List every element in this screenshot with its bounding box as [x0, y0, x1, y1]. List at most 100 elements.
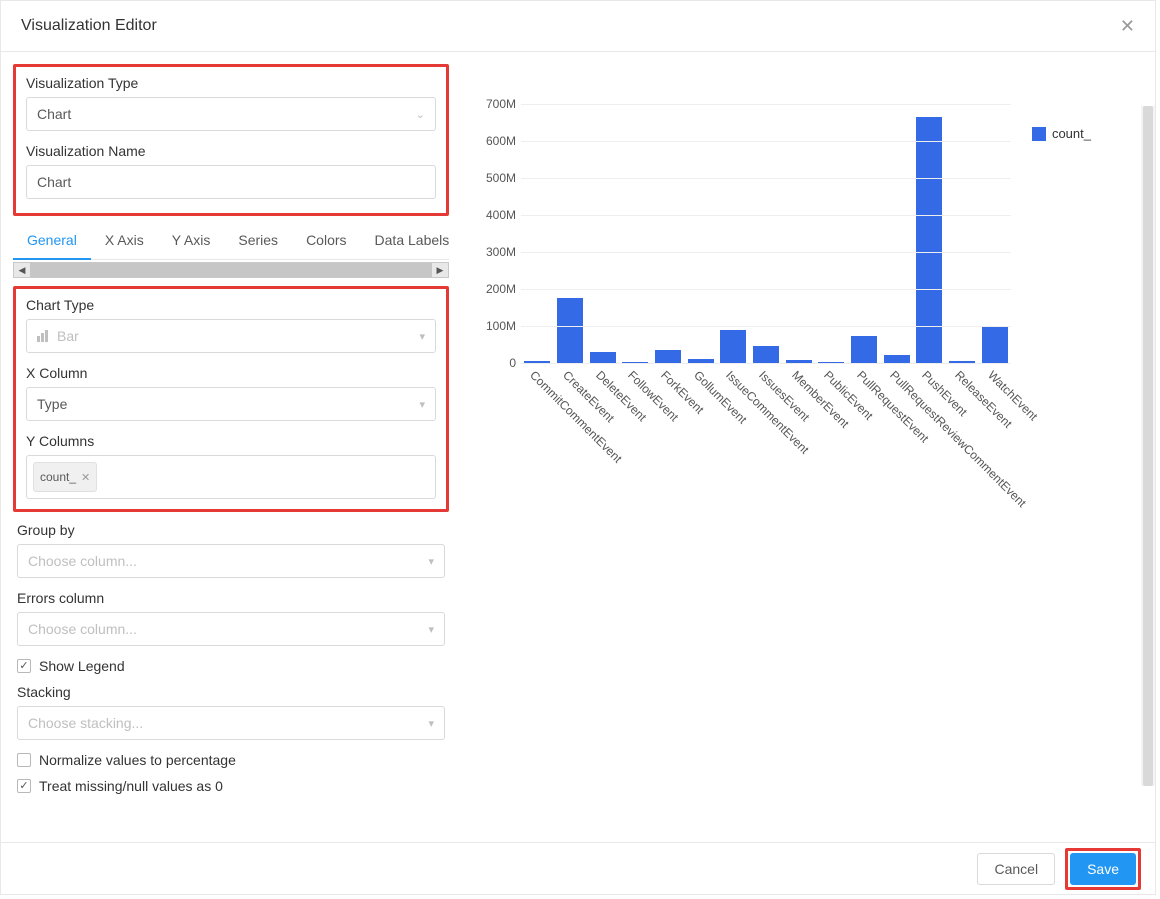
errors-column-select[interactable]: Choose column... ▾ — [17, 612, 445, 646]
legend-label: count_ — [1052, 126, 1091, 141]
stacking-placeholder: Choose stacking... — [28, 715, 143, 731]
bar-slot — [848, 104, 881, 363]
tab-data-labels[interactable]: Data Labels — [361, 222, 461, 260]
y-tick-label: 100M — [471, 319, 516, 333]
left-pane: Visualization Type Chart ⌄ Visualization… — [1, 52, 461, 838]
bar[interactable] — [884, 355, 910, 363]
close-icon[interactable]: ✕ — [1120, 17, 1135, 35]
y-tick-label: 300M — [471, 245, 516, 259]
chart-legend[interactable]: count_ — [1032, 126, 1091, 141]
y-column-tag[interactable]: count_✕ — [33, 462, 97, 492]
normalize-label: Normalize values to percentage — [39, 752, 236, 768]
chart-type-select[interactable]: Bar ▾ — [26, 319, 436, 353]
tab-x-axis[interactable]: X Axis — [91, 222, 158, 260]
bar-chart-icon — [37, 330, 51, 342]
gridline — [521, 252, 1011, 253]
normalize-checkbox[interactable] — [17, 753, 31, 767]
tabs-horizontal-scrollbar[interactable]: ◀ ▶ — [13, 262, 449, 278]
chevron-down-icon: ▾ — [428, 623, 434, 636]
stacking-select[interactable]: Choose stacking... ▾ — [17, 706, 445, 740]
show-legend-checkbox[interactable] — [17, 659, 31, 673]
tab-general[interactable]: General — [13, 222, 91, 260]
scroll-left-arrow-icon[interactable]: ◀ — [14, 263, 30, 277]
bar-slot — [913, 104, 946, 363]
viz-type-value: Chart — [37, 106, 71, 122]
bar[interactable] — [753, 346, 779, 363]
bar-slot — [652, 104, 685, 363]
y-tick-label: 600M — [471, 134, 516, 148]
tab-colors[interactable]: Colors — [292, 222, 360, 260]
tab-series[interactable]: Series — [224, 222, 292, 260]
chevron-down-icon: ▾ — [428, 555, 434, 568]
gridline — [521, 178, 1011, 179]
bar-slot — [717, 104, 750, 363]
group-by-placeholder: Choose column... — [28, 553, 137, 569]
viz-type-label: Visualization Type — [26, 75, 436, 91]
viz-name-input-wrap — [26, 165, 436, 199]
bar[interactable] — [982, 326, 1008, 363]
errors-column-placeholder: Choose column... — [28, 621, 137, 637]
scrollbar-thumb[interactable] — [1143, 106, 1153, 786]
y-tick-label: 700M — [471, 97, 516, 111]
scroll-right-arrow-icon[interactable]: ▶ — [432, 263, 448, 277]
modal-footer: Cancel Save — [1, 842, 1155, 894]
chevron-down-icon: ⌄ — [416, 108, 425, 121]
treat-null-label: Treat missing/null values as 0 — [39, 778, 223, 794]
bar[interactable] — [557, 298, 583, 363]
gridline — [521, 363, 1011, 364]
vertical-scrollbar[interactable] — [1141, 106, 1155, 786]
bar-slot — [750, 104, 783, 363]
bar[interactable] — [655, 350, 681, 363]
chart-x-labels: CommitCommentEventCreateEventDeleteEvent… — [521, 368, 1011, 378]
y-tick-label: 400M — [471, 208, 516, 222]
scroll-track[interactable] — [30, 263, 432, 277]
errors-column-label: Errors column — [17, 590, 445, 606]
chart-bars — [521, 104, 1011, 363]
show-legend-row[interactable]: Show Legend — [17, 658, 445, 674]
bar-slot — [880, 104, 913, 363]
chevron-down-icon: ▾ — [419, 398, 425, 411]
group-by-select[interactable]: Choose column... ▾ — [17, 544, 445, 578]
viz-name-label: Visualization Name — [26, 143, 436, 159]
save-button[interactable]: Save — [1070, 853, 1136, 885]
cancel-button[interactable]: Cancel — [977, 853, 1055, 885]
chart-preview-pane: count_ 0100M200M300M400M500M600M700M Com… — [461, 52, 1155, 838]
gridline — [521, 104, 1011, 105]
general-settings-highlight: Chart Type Bar ▾ X Column Type ▾ Y Colum… — [13, 286, 449, 512]
viz-name-input[interactable] — [37, 174, 425, 190]
bar-slot — [946, 104, 979, 363]
viz-type-name-highlight: Visualization Type Chart ⌄ Visualization… — [13, 64, 449, 216]
bar[interactable] — [851, 336, 877, 363]
bar-slot — [978, 104, 1011, 363]
chevron-down-icon: ▾ — [428, 717, 434, 730]
treat-null-checkbox[interactable] — [17, 779, 31, 793]
chart-type-label: Chart Type — [26, 297, 436, 313]
y-tick-label: 0 — [471, 356, 516, 370]
normalize-row[interactable]: Normalize values to percentage — [17, 752, 445, 768]
chevron-down-icon: ▾ — [419, 330, 425, 343]
x-column-label: X Column — [26, 365, 436, 381]
gridline — [521, 326, 1011, 327]
viz-type-select[interactable]: Chart ⌄ — [26, 97, 436, 131]
bar[interactable] — [720, 330, 746, 363]
gridline — [521, 141, 1011, 142]
visualization-editor-modal: Visualization Editor ✕ Visualization Typ… — [0, 0, 1156, 895]
bar[interactable] — [590, 352, 616, 363]
gridline — [521, 215, 1011, 216]
show-legend-label: Show Legend — [39, 658, 125, 674]
tab-y-axis[interactable]: Y Axis — [158, 222, 225, 260]
chart-area: count_ 0100M200M300M400M500M600M700M Com… — [471, 104, 1101, 534]
bar-slot — [521, 104, 554, 363]
stacking-label: Stacking — [17, 684, 445, 700]
treat-null-row[interactable]: Treat missing/null values as 0 — [17, 778, 445, 794]
chart-type-value: Bar — [57, 328, 79, 344]
tag-remove-icon[interactable]: ✕ — [81, 471, 90, 484]
x-column-select[interactable]: Type ▾ — [26, 387, 436, 421]
bar-slot — [619, 104, 652, 363]
save-button-highlight: Save — [1065, 848, 1141, 890]
bar-slot — [782, 104, 815, 363]
x-column-value: Type — [37, 396, 67, 412]
y-columns-input[interactable]: count_✕ — [26, 455, 436, 499]
gridline — [521, 289, 1011, 290]
bar-slot — [684, 104, 717, 363]
